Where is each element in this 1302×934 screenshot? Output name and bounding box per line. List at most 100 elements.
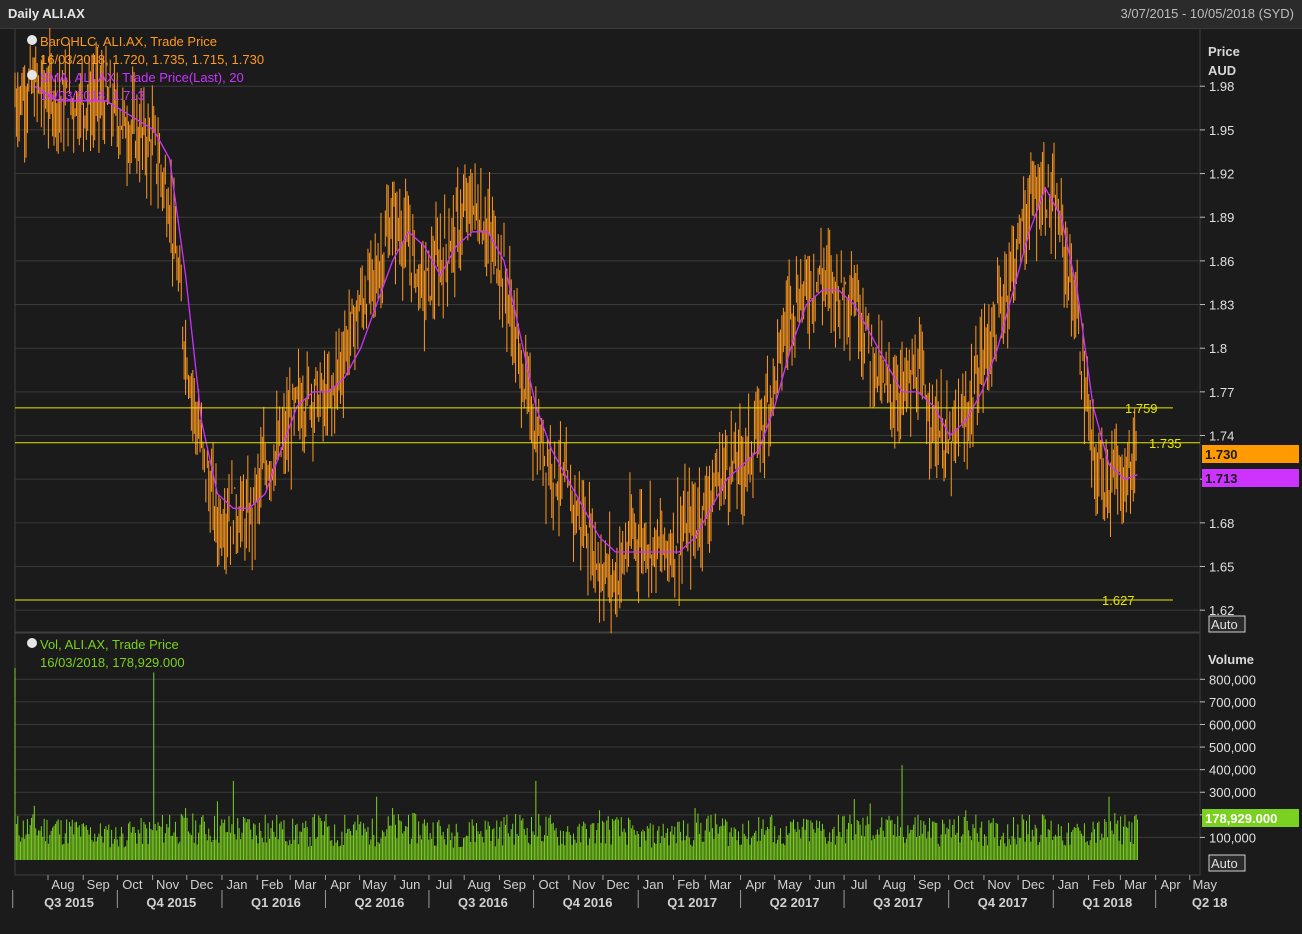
volume-tick-label: 500,000	[1209, 740, 1256, 755]
quarter-label: Q3 2017	[873, 895, 923, 910]
price-tick-label: 1.77	[1209, 385, 1234, 400]
last-price-tag: 1.730	[1205, 447, 1238, 462]
month-label: Feb	[261, 877, 283, 892]
price-tick-label: 1.95	[1209, 123, 1234, 138]
month-label: Jul	[436, 877, 453, 892]
last-price-tag-bg	[1202, 445, 1299, 463]
month-label: Jun	[814, 877, 835, 892]
month-label: Mar	[1124, 877, 1147, 892]
chart-title: Daily ALI.AX	[8, 6, 85, 21]
month-label: Apr	[1161, 877, 1182, 892]
volume-auto-button[interactable]	[1208, 854, 1246, 872]
volume-legend-values: 16/03/2018, 178,929.000	[40, 655, 185, 670]
price-tick-label: 1.92	[1209, 167, 1234, 182]
month-label: Oct	[122, 877, 143, 892]
volume-tick-label: 300,000	[1209, 785, 1256, 800]
month-label: Jan	[643, 877, 664, 892]
month-label: Jun	[399, 877, 420, 892]
price-tick-label: 1.86	[1209, 254, 1234, 269]
price-auto-button[interactable]	[1208, 615, 1246, 633]
price-tick-label: 1.83	[1209, 298, 1234, 313]
quarter-label: Q4 2017	[978, 895, 1028, 910]
month-label: Apr	[330, 877, 351, 892]
price-tick-label: 1.98	[1209, 79, 1234, 94]
price-axis-unit: AUD	[1208, 63, 1236, 78]
sma-tag: 1.713	[1205, 471, 1238, 486]
quarter-label: Q3 2016	[458, 895, 508, 910]
volume-tick-label: 100,000	[1209, 830, 1256, 845]
quarter-label: Q3 2015	[44, 895, 94, 910]
month-label: Feb	[1092, 877, 1114, 892]
month-label: Jul	[851, 877, 868, 892]
sma-line	[33, 85, 1138, 553]
quarter-label: Q1 2016	[251, 895, 301, 910]
volume-tick-label: 800,000	[1209, 672, 1256, 687]
month-label: Dec	[606, 877, 630, 892]
horizontal-levels: 1.759 1.735 1.627	[15, 401, 1200, 608]
sma-legend-values: 16/03/2018, 1.713	[40, 88, 145, 103]
volume-legend: Vol, ALI.AX, Trade Price 16/03/2018, 178…	[27, 637, 185, 670]
month-label: Nov	[987, 877, 1011, 892]
sma-legend-label: SMA, ALI.AX, Trade Price(Last), 20	[40, 70, 244, 85]
quarter-label: Q1 2018	[1082, 895, 1132, 910]
month-label: Dec	[190, 877, 214, 892]
chart-header: Daily ALI.AX 3/07/2015 - 10/05/2018 (SYD…	[0, 0, 1302, 29]
legend-toggle-icon[interactable]	[27, 638, 37, 648]
price-auto-label: Auto	[1211, 617, 1238, 632]
price-axis: 1.621.651.681.711.741.771.81.831.861.891…	[1200, 79, 1234, 618]
volume-legend-label: Vol, ALI.AX, Trade Price	[40, 637, 179, 652]
month-label: Jan	[226, 877, 247, 892]
month-label: Feb	[677, 877, 699, 892]
ohlc-legend-label: BarOHLC, ALI.AX, Trade Price	[40, 34, 217, 49]
volume-auto-label: Auto	[1211, 856, 1238, 871]
month-label: Sep	[503, 877, 526, 892]
volume-grid	[15, 678, 1200, 838]
month-label: May	[1192, 877, 1217, 892]
quarter-label: Q4 2016	[563, 895, 613, 910]
month-label: Jan	[1058, 877, 1079, 892]
price-legend: BarOHLC, ALI.AX, Trade Price 16/03/2018,…	[27, 34, 264, 103]
month-label: Dec	[1021, 877, 1045, 892]
volume-tick-label: 600,000	[1209, 717, 1256, 732]
price-tick-label: 1.74	[1209, 429, 1234, 444]
month-label: Nov	[156, 877, 180, 892]
sma-tag-bg	[1202, 469, 1299, 487]
month-label: Apr	[745, 877, 766, 892]
legend-toggle-icon[interactable]	[27, 70, 37, 80]
volume-bars	[14, 668, 1138, 860]
month-label: Oct	[954, 877, 975, 892]
month-label: Nov	[572, 877, 596, 892]
month-label: Mar	[294, 877, 317, 892]
volume-tick-label: 700,000	[1209, 695, 1256, 710]
ohlc-legend-values: 16/03/2018, 1.720, 1.735, 1.715, 1.730	[40, 52, 264, 67]
quarter-label: Q4 2015	[146, 895, 196, 910]
month-label: Mar	[709, 877, 732, 892]
month-label: Aug	[51, 877, 74, 892]
date-range: 3/07/2015 - 10/05/2018 (SYD)	[1120, 6, 1294, 21]
price-tick-label: 1.8	[1209, 341, 1227, 356]
price-tick-label: 1.68	[1209, 516, 1234, 531]
price-tick-label: 1.89	[1209, 210, 1234, 225]
quarter-label: Q2 18	[1192, 895, 1227, 910]
volume-tick-label: 400,000	[1209, 763, 1256, 778]
month-label: May	[777, 877, 802, 892]
last-volume-tag-bg	[1202, 809, 1299, 827]
price-bars	[14, 28, 1137, 634]
month-label: Sep	[87, 877, 110, 892]
quarter-label: Q2 2016	[355, 895, 405, 910]
quarter-label: Q1 2017	[667, 895, 717, 910]
price-tick-label: 1.65	[1209, 560, 1234, 575]
volume-axis-title: Volume	[1208, 652, 1254, 667]
quarter-label: Q2 2017	[770, 895, 820, 910]
time-axis: Aug Sep Oct Nov Dec Jan Feb Mar Apr May Jun Jul Aug S…	[12, 875, 1227, 910]
price-grid	[15, 85, 1200, 611]
month-label: Oct	[538, 877, 559, 892]
level-label: 1.627	[1102, 593, 1135, 608]
legend-toggle-icon[interactable]	[27, 35, 37, 45]
month-label: May	[362, 877, 387, 892]
month-label: Aug	[883, 877, 906, 892]
level-label: 1.735	[1149, 436, 1182, 451]
month-label: Aug	[468, 877, 491, 892]
price-tick-label: 1.62	[1209, 603, 1234, 618]
